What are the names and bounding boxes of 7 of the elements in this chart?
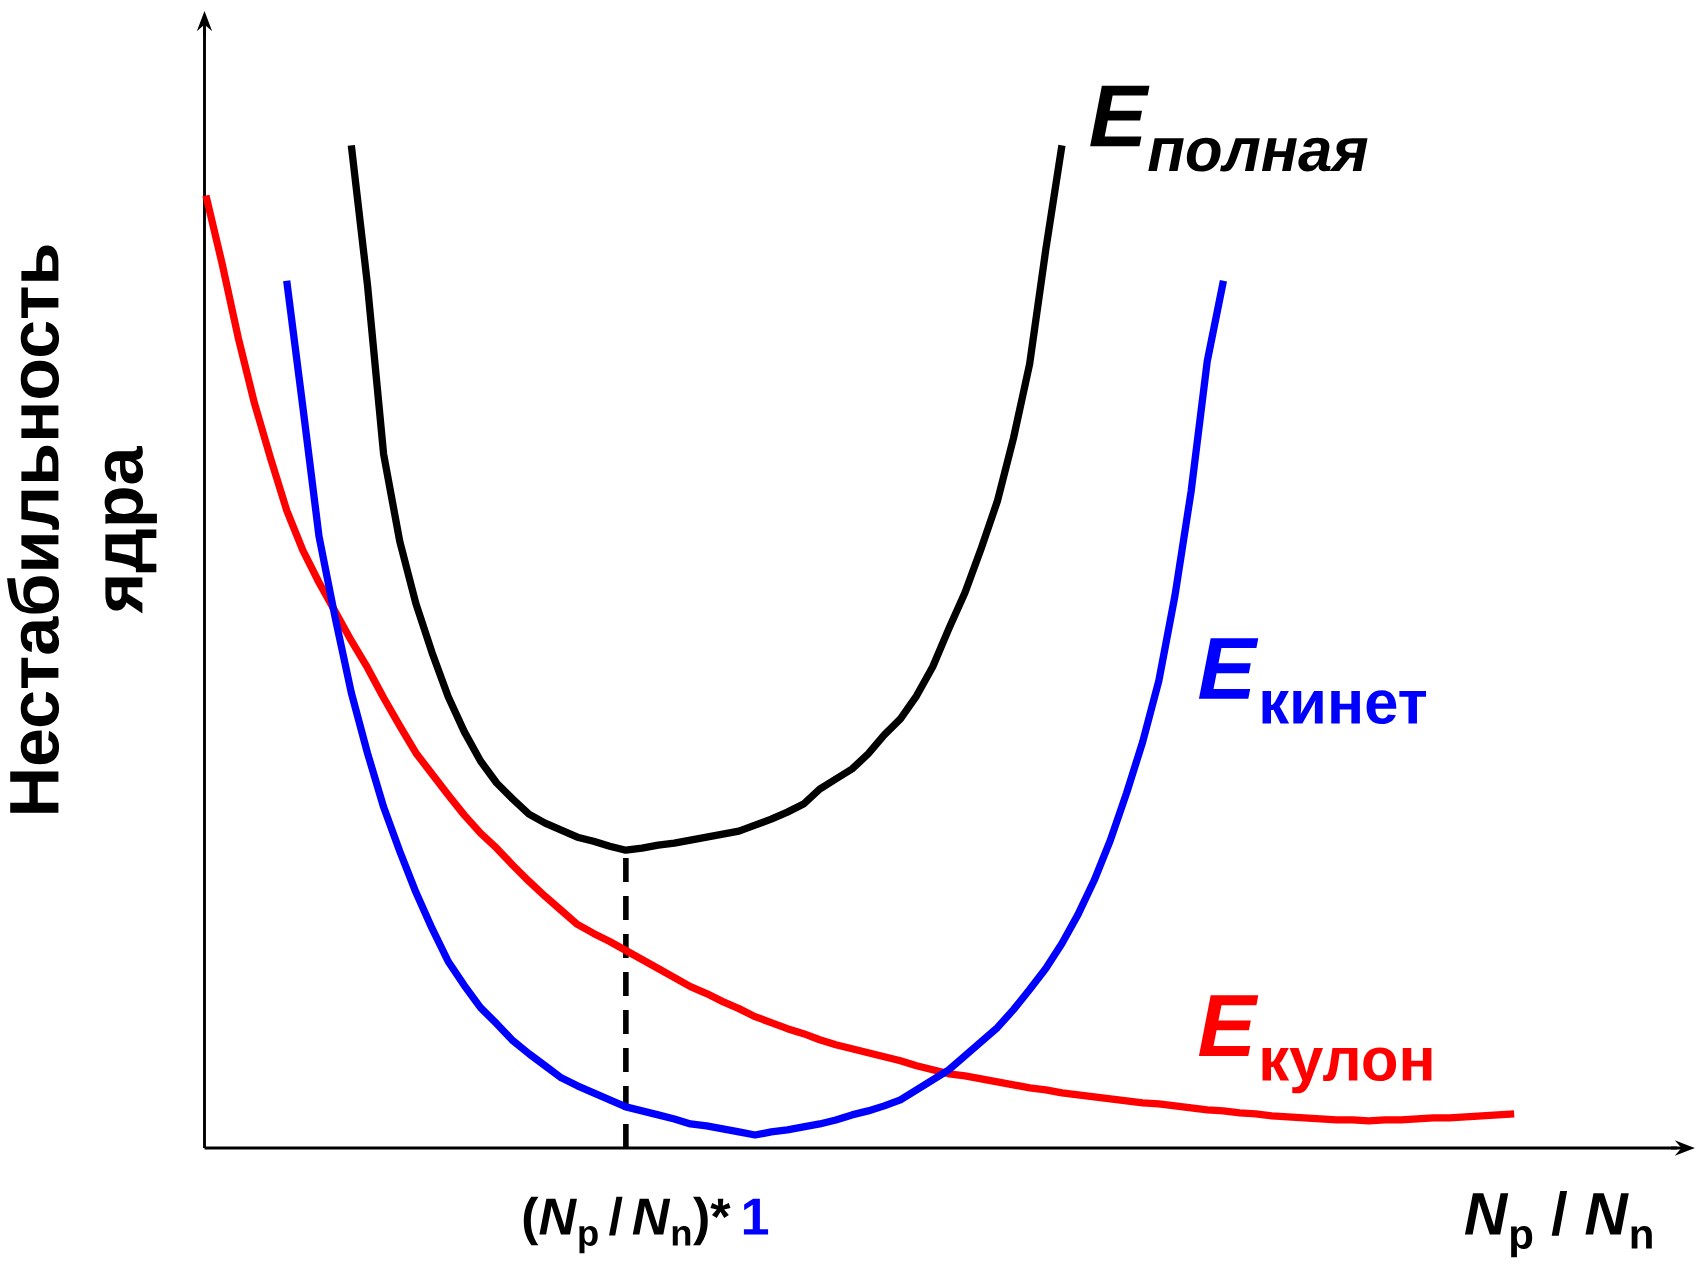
x-tick-label: (N$_{p}$ / N$_{n}$)* <box>523 1196 731 1254</box>
y-axis-title: Нестабильность ядра <box>7 245 157 813</box>
series-label: E$_{кинет}$ <box>1198 638 1427 725</box>
series-label: E$_{кулон}$ <box>1198 995 1432 1094</box>
x-tick-label: 1 <box>743 1198 769 1235</box>
x-axis-title: N$_{p}$ / N$_{n}$ <box>1464 1191 1652 1258</box>
text: E$_{полная}$ <box>1090 85 1368 172</box>
